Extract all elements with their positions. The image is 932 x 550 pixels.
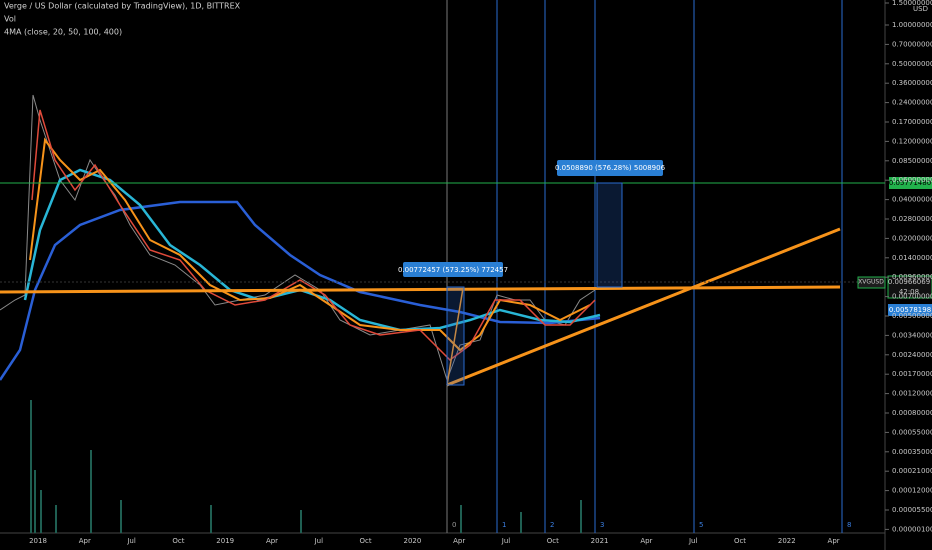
fib-label: 1 (502, 521, 506, 529)
fib-label: 8 (847, 521, 851, 529)
price-label: 0.04000000 (892, 196, 932, 204)
volume-bars (30, 400, 582, 533)
price-label: 0.00012000 (892, 487, 932, 495)
price-label: 0.00035000 (892, 448, 932, 456)
price-label: 0.00960000 (892, 273, 932, 281)
symbol-tag: XVGUSD (858, 279, 884, 286)
price-label: 0.00021000 (892, 467, 932, 475)
measure-box (596, 182, 623, 288)
time-label: Apr (79, 537, 91, 545)
fib-label: 3 (600, 521, 604, 529)
time-label: Jul (126, 537, 136, 545)
price-label: 0.06000000 (892, 176, 932, 184)
time-label: Jul (314, 537, 324, 545)
time-label: 2018 (29, 537, 47, 545)
time-label: Apr (640, 537, 652, 545)
price-label: 0.00080000 (892, 409, 932, 417)
ma-tag-bg (888, 304, 932, 316)
time-label: Jul (688, 537, 698, 545)
price-label: 0.36000000 (892, 79, 932, 87)
price-label: 0.02800000 (892, 215, 932, 223)
price-label: 0.00005500 (892, 506, 932, 514)
measure-box (446, 286, 465, 386)
time-label: 2021 (591, 537, 609, 545)
time-label: Oct (172, 537, 184, 545)
target-tag: 0.05771480 (889, 179, 931, 187)
time-label: Oct (547, 537, 559, 545)
indicator-legend: 4MA (close, 20, 50, 100, 400) (4, 28, 122, 37)
time-label: Apr (828, 537, 840, 545)
annotation-box (557, 160, 663, 176)
ma-20 (31, 109, 596, 361)
price-label: 0.00340000 (892, 331, 932, 339)
time-label: 2019 (216, 537, 234, 545)
volume-legend: Vol (4, 15, 16, 24)
price-label: 0.50000000 (892, 60, 932, 68)
last-tag-bg (887, 275, 932, 299)
price-label: 0.12000000 (892, 137, 932, 145)
price-label: 0.17000000 (892, 118, 932, 126)
support-trendline (446, 227, 841, 387)
price-label: 1.00000000 (892, 21, 932, 29)
move-line (446, 287, 464, 386)
annotation: 0.0508890 (576.28%) 5008906 (555, 164, 666, 172)
time-label: Oct (360, 537, 372, 545)
price-label: 0.24000000 (892, 99, 932, 107)
price-label: 0.02000000 (892, 234, 932, 242)
annotation: 0.00772457 (573.25%) 772457 (398, 266, 508, 274)
price-label: 0.01400000 (892, 254, 932, 262)
countdown-tag: 42:08 (899, 288, 919, 296)
symbol-title: Verge / US Dollar (calculated by Trading… (4, 2, 241, 11)
price-label: 0.00170000 (892, 370, 932, 378)
ma-tag: 0.00578198 (889, 306, 931, 314)
price-label: 0.00055000 (892, 428, 932, 436)
resistance-line (0, 285, 841, 294)
symbol-tag-bg (857, 276, 886, 289)
last-price-tag: 0.00966069 (888, 278, 930, 286)
price-label: 0.08500000 (892, 157, 932, 165)
axis-unit: USD (913, 5, 928, 13)
ma-100 (23, 168, 601, 332)
time-label: 2022 (778, 537, 796, 545)
price-label: 0.70000000 (892, 40, 932, 48)
time-label: Oct (734, 537, 746, 545)
ma-400 (0, 200, 601, 381)
fib-label: 0 (452, 521, 456, 529)
price-label: 1.50000000 (892, 0, 932, 7)
annotation-box (403, 262, 503, 277)
time-label: Apr (266, 537, 278, 545)
time-label: 2020 (403, 537, 421, 545)
time-label: Jul (501, 537, 511, 545)
fib-label: 5 (699, 521, 703, 529)
price-label: 0.00120000 (892, 390, 932, 398)
price-label: 0.00000100 (892, 525, 932, 533)
price-label: 0.00700000 (892, 293, 932, 301)
fib-label: 2 (550, 521, 554, 529)
target-tag-bg (889, 177, 932, 189)
price-label: 0.00500000 (892, 312, 932, 320)
price-label: 0.00240000 (892, 351, 932, 359)
time-label: Apr (453, 537, 465, 545)
